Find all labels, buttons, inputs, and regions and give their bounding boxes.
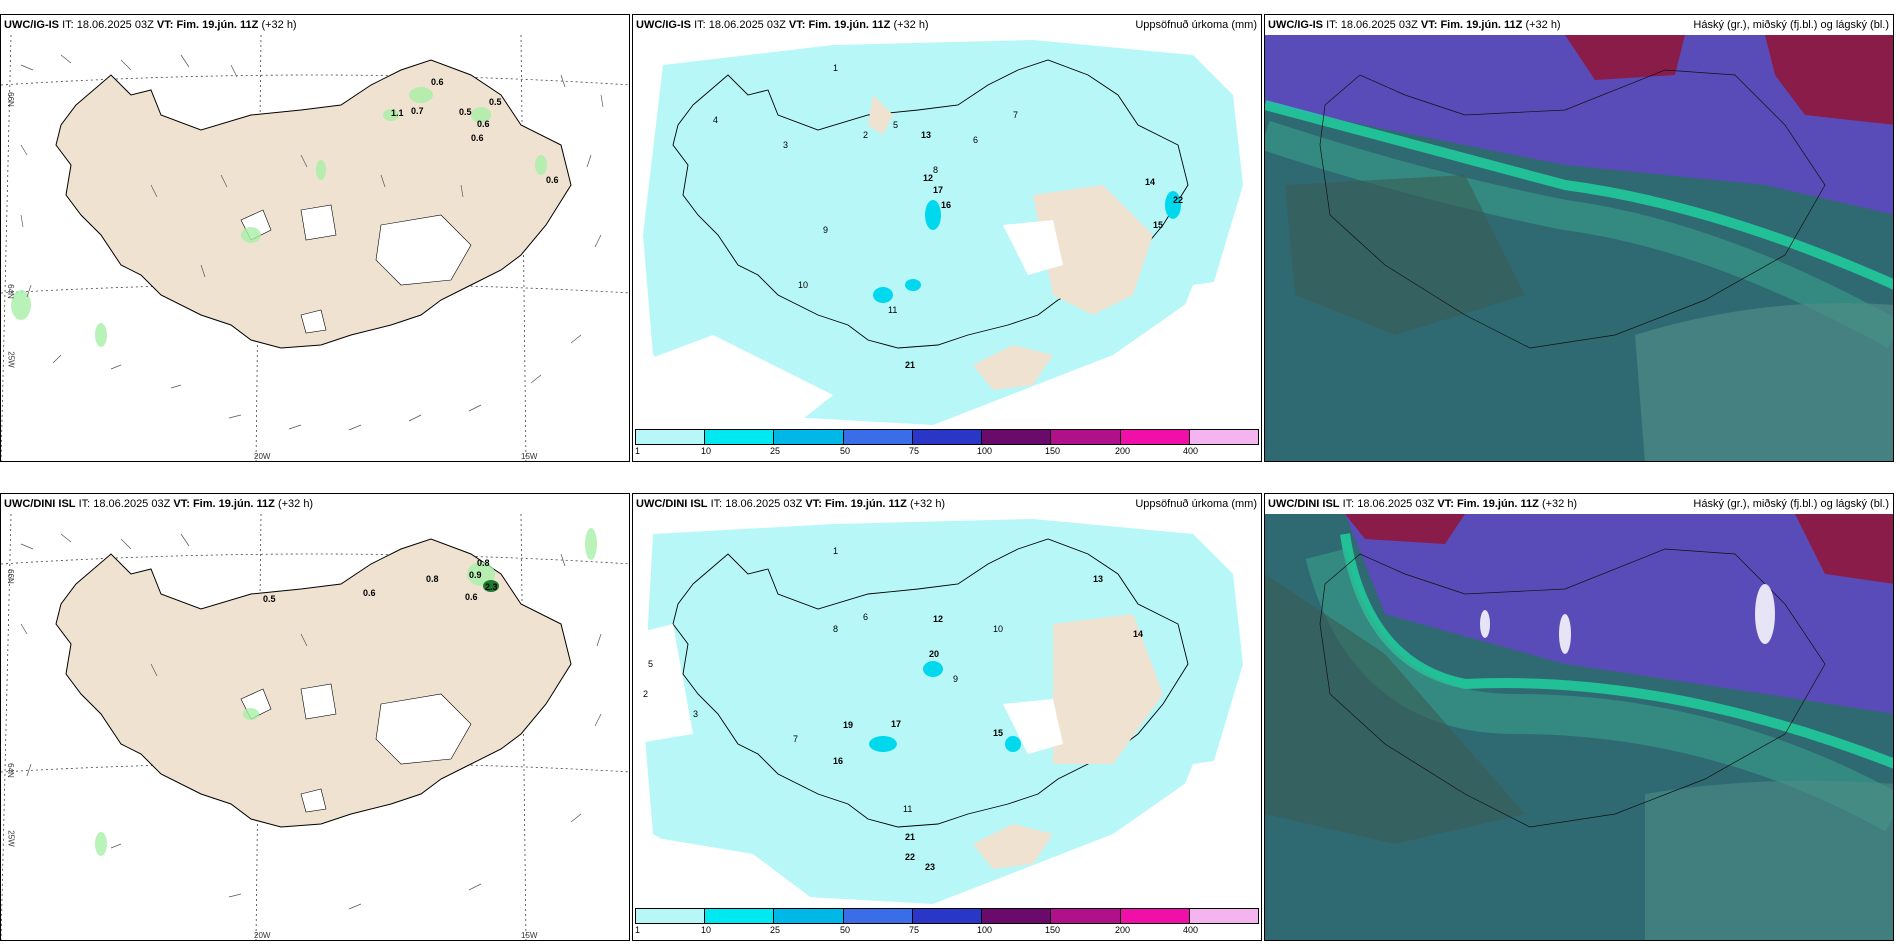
legend-tick: 100	[977, 446, 993, 456]
precip-color-legend: 1 10 25 50 75 100 150 200 400	[635, 429, 1259, 459]
legend-tick: 75	[909, 925, 920, 935]
wind-label: 0.5	[459, 107, 472, 117]
legend-tick: 50	[840, 925, 851, 935]
legend-swatch	[982, 430, 1052, 444]
wind-label: 0.6	[363, 588, 376, 598]
cloud-map-panel-bottom: UWC/DINI ISL IT: 18.06.2025 03Z VT: Fim.…	[1264, 493, 1894, 941]
wind-label: 0.7	[411, 106, 424, 116]
lon-label: 20W	[254, 452, 271, 461]
precip-map-panel-top: UWC/IG-IS IT: 18.06.2025 03Z VT: Fim. 19…	[632, 14, 1262, 462]
wind-map-panel-bottom: UWC/DINI ISL IT: 18.06.2025 03Z VT: Fim.…	[0, 493, 630, 941]
precip-color-legend: 1 10 25 50 75 100 150 200 400	[635, 908, 1259, 938]
legend-swatch	[982, 909, 1052, 923]
panel-header: UWC/IG-IS IT: 18.06.2025 03Z VT: Fim. 19…	[633, 15, 1261, 35]
lat-label: 66N	[5, 569, 15, 584]
wind-label: 0.6	[465, 592, 478, 602]
legend-swatch	[1189, 430, 1258, 444]
lat-label: 64N	[5, 284, 15, 299]
lat-label: 66N	[5, 92, 15, 107]
legend-swatch	[636, 909, 706, 923]
legend-tick: 25	[770, 446, 781, 456]
lat-label: 64N	[5, 763, 15, 778]
legend-swatch	[774, 909, 844, 923]
legend-tick: 150	[1045, 925, 1061, 935]
cloud-map-panel-top: UWC/IG-IS IT: 18.06.2025 03Z VT: Fim. 19…	[1264, 14, 1894, 462]
wind-label: 0.6	[546, 175, 559, 185]
wind-label: 0.6	[471, 133, 484, 143]
cloud-map	[1265, 35, 1893, 461]
legend-swatch	[1051, 430, 1121, 444]
wind-label: 0.5	[263, 594, 276, 604]
legend-tick: 50	[840, 446, 851, 456]
wind-map-panel-top: UWC/IG-IS IT: 18.06.2025 03Z VT: Fim. 19…	[0, 14, 630, 462]
legend-tick: 1	[635, 446, 641, 456]
precip-map	[633, 35, 1261, 435]
lon-label: 20W	[254, 931, 271, 940]
legend-tick: 400	[1183, 446, 1199, 456]
panel-header: UWC/DINI ISL IT: 18.06.2025 03Z VT: Fim.…	[1265, 494, 1893, 514]
legend-swatch	[1120, 430, 1190, 444]
legend-swatch	[1120, 909, 1190, 923]
wind-label: 0.8	[426, 574, 439, 584]
lon-label: 15W	[521, 452, 538, 461]
panel-header: UWC/IG-IS IT: 18.06.2025 03Z VT: Fim. 19…	[1265, 15, 1893, 35]
legend-swatch	[774, 430, 844, 444]
legend-tick: 150	[1045, 446, 1061, 456]
legend-swatch	[705, 909, 775, 923]
wind-label: 0.6	[477, 119, 490, 129]
legend-tick: 100	[977, 925, 993, 935]
legend-swatch	[705, 430, 775, 444]
lon-label: 15W	[521, 931, 538, 940]
legend-tick: 25	[770, 925, 781, 935]
wind-label: 0.8	[477, 558, 490, 568]
panel-header: UWC/DINI ISL IT: 18.06.2025 03Z VT: Fim.…	[633, 494, 1261, 514]
legend-swatch	[912, 430, 983, 444]
legend-swatch	[1189, 909, 1258, 923]
cloud-map	[1265, 514, 1893, 940]
wind-label: 0.5	[489, 97, 502, 107]
legend-tick: 400	[1183, 925, 1199, 935]
legend-tick: 200	[1115, 446, 1131, 456]
panel-header: UWC/IG-IS IT: 18.06.2025 03Z VT: Fim. 19…	[1, 15, 629, 35]
wind-map	[1, 514, 629, 940]
legend-swatch	[636, 430, 706, 444]
lon-label: 25W	[6, 830, 16, 847]
legend-tick: 1	[635, 925, 641, 935]
legend-swatch	[912, 909, 983, 923]
legend-tick: 75	[909, 446, 920, 456]
wind-label: 0.6	[431, 77, 444, 87]
legend-tick: 200	[1115, 925, 1131, 935]
legend-swatch	[1051, 909, 1121, 923]
wind-label: 1.1	[391, 108, 404, 118]
legend-tick: 10	[701, 925, 712, 935]
precip-map	[633, 514, 1261, 914]
legend-swatch	[843, 909, 913, 923]
wind-label: 2.3	[485, 582, 498, 592]
legend-swatch	[843, 430, 913, 444]
wind-map	[1, 35, 629, 461]
legend-tick: 10	[701, 446, 712, 456]
panel-header: UWC/DINI ISL IT: 18.06.2025 03Z VT: Fim.…	[1, 494, 629, 514]
precip-map-panel-bottom: UWC/DINI ISL IT: 18.06.2025 03Z VT: Fim.…	[632, 493, 1262, 941]
lon-label: 25W	[6, 351, 16, 368]
wind-label: 0.9	[469, 570, 482, 580]
